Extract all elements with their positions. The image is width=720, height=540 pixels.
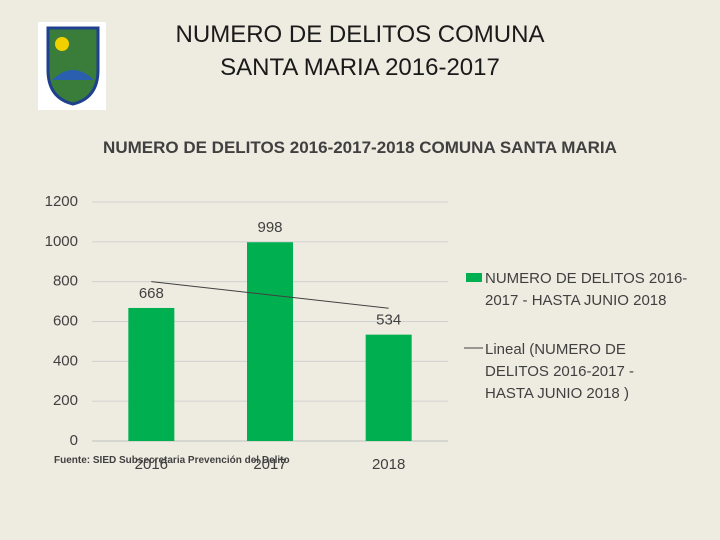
bar (247, 242, 293, 441)
x-tick-label: 2017 (253, 456, 286, 473)
legend-swatch (466, 273, 482, 282)
data-label: 668 (139, 285, 164, 302)
legend-label: NUMERO DE DELITOS 2016-2017 - HASTA JUNI… (485, 270, 688, 309)
x-tick-label: 2018 (372, 456, 405, 473)
y-tick-label: 1200 (45, 193, 78, 210)
data-label: 534 (376, 312, 401, 329)
y-tick-label: 1000 (45, 233, 78, 250)
bar (128, 307, 175, 441)
y-tick-label: 0 (70, 432, 78, 449)
y-tick-label: 400 (53, 352, 78, 369)
data-label: 998 (257, 219, 282, 236)
trendline (151, 281, 389, 309)
source-note: Fuente: SIED Subsecretaria Prevención de… (54, 455, 290, 466)
x-tick-label: 2016 (135, 456, 168, 473)
y-tick-label: 800 (53, 273, 78, 290)
slide-title: NUMERO DE DELITOS COMUNA SANTA MARIA 201… (175, 21, 545, 81)
bar (365, 334, 412, 441)
y-tick-label: 600 (53, 312, 78, 329)
logo (38, 22, 106, 110)
legend-label: Lineal (NUMERO DE DELITOS 2016-2017 - HA… (485, 341, 634, 402)
y-tick-label: 200 (53, 392, 78, 409)
chart-title: NUMERO DE DELITOS 2016-2017-2018 COMUNA … (103, 138, 617, 157)
